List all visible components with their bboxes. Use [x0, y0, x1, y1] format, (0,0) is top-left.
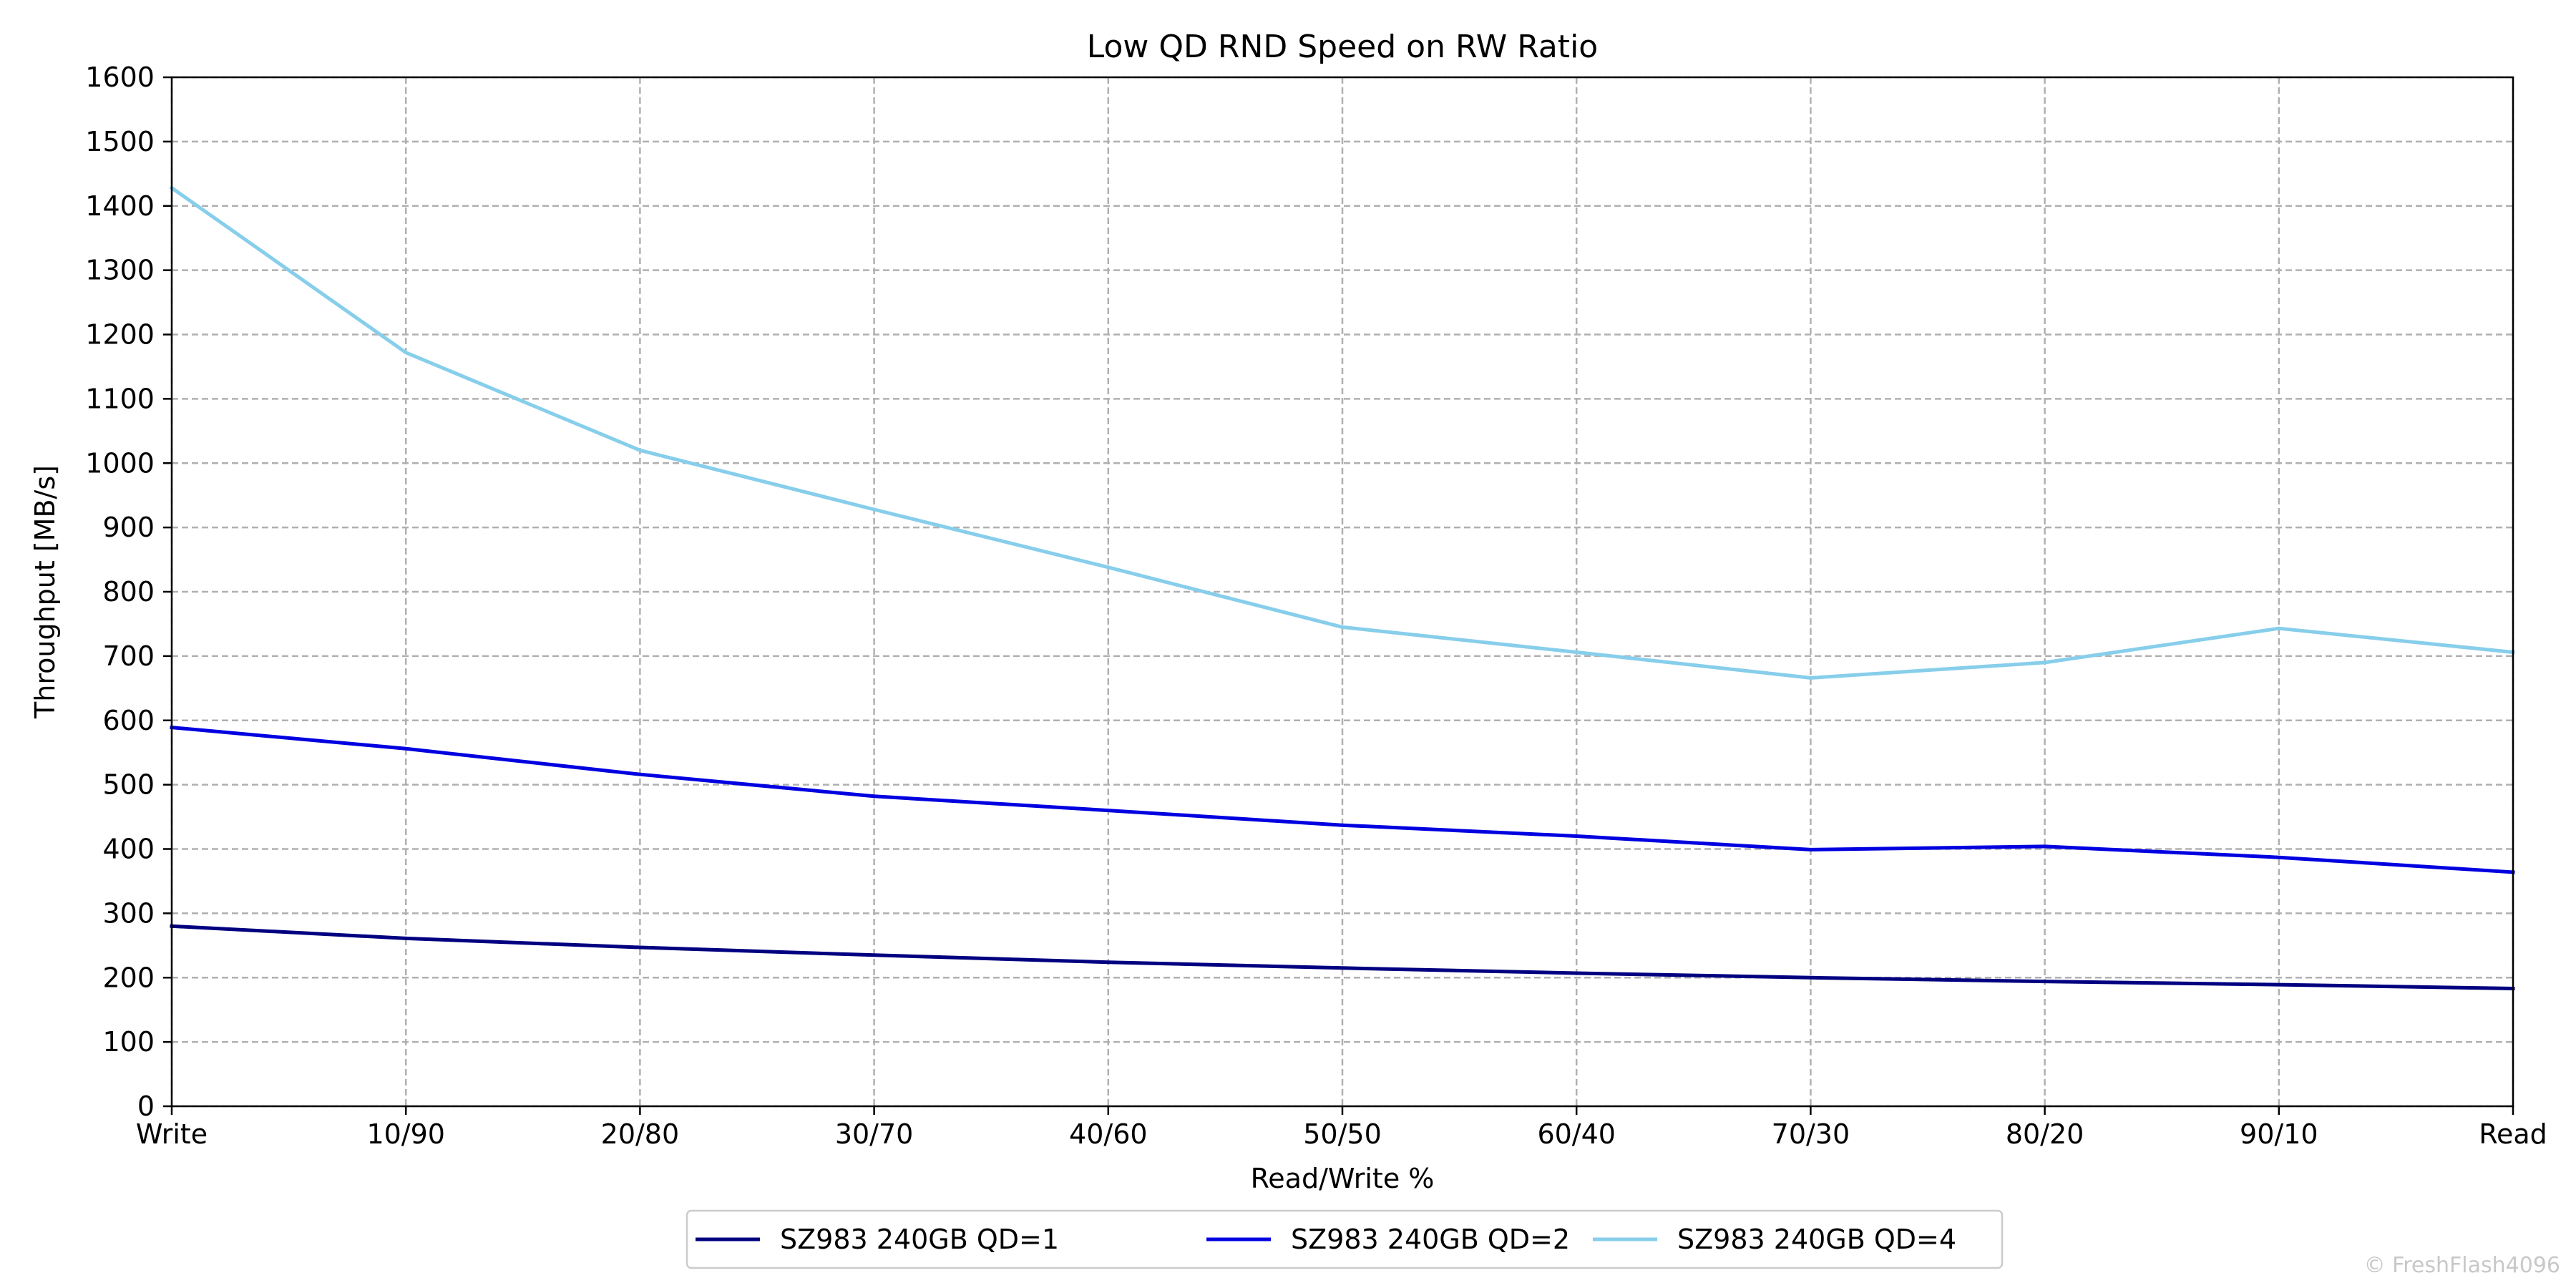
legend-box: [686, 1209, 2004, 1269]
y-tick-label: 1000: [85, 447, 155, 479]
y-axis-label: Throughput [MB/s]: [29, 465, 61, 719]
x-tick-label: 70/30: [1772, 1118, 1850, 1150]
y-tick-label: 500: [102, 769, 155, 801]
x-axis-ticks: Write 10/90 20/80 30/70 40/60 50/50 60/40 70/30…: [136, 1106, 2547, 1150]
x-tick-label: 80/20: [2006, 1118, 2084, 1150]
grid: [170, 76, 2514, 1108]
y-tick-label: 600: [102, 705, 155, 736]
series-line-qd1: [170, 924, 2515, 991]
x-tick-label: 50/50: [1303, 1118, 1382, 1150]
y-tick-label: 700: [102, 640, 155, 672]
legend-label: SZ983 240GB QD=2: [1291, 1224, 1570, 1255]
y-tick-label: 1600: [85, 62, 155, 93]
y-tick-label: 1500: [85, 126, 155, 157]
x-tick-label: 10/90: [366, 1118, 445, 1150]
y-tick-label: 1100: [85, 383, 155, 414]
y-axis-ticks: 0 100 200 300 400 500 600 700 800 900 1000 1100 1200…: [85, 62, 172, 1122]
legend: SZ983 240GB QD=1 SZ983 240GB QD=2 SZ983 24…: [686, 1209, 2004, 1269]
y-tick-label: 400: [102, 834, 155, 865]
x-tick-label: Read: [2479, 1118, 2547, 1150]
y-tick-label: 0: [137, 1091, 155, 1122]
y-tick-label: 1400: [85, 190, 155, 222]
legend-label: SZ983 240GB QD=4: [1677, 1224, 1956, 1255]
y-tick-label: 200: [102, 962, 155, 993]
x-tick-label: 40/60: [1069, 1118, 1148, 1150]
chart-title: Low QD RND Speed on RW Ratio: [1087, 29, 1598, 65]
legend-label: SZ983 240GB QD=1: [780, 1224, 1059, 1255]
y-tick-label: 900: [102, 512, 155, 543]
y-tick-label: 1200: [85, 319, 155, 351]
y-tick-label: 100: [102, 1026, 155, 1058]
y-tick-label: 1300: [85, 255, 155, 286]
watermark: © FreshFlash4096: [2363, 1253, 2560, 1278]
series-lines: [169, 185, 2515, 991]
series-line-qd2: [170, 725, 2515, 874]
x-axis-label: Read/Write %: [1251, 1163, 1435, 1194]
x-tick-label: 90/10: [2240, 1118, 2318, 1150]
y-tick-label: 800: [102, 576, 155, 608]
series-line-qd4: [169, 185, 2515, 680]
x-tick-label: 60/40: [1537, 1118, 1616, 1150]
x-tick-label: Write: [136, 1118, 208, 1150]
x-tick-label: 30/70: [835, 1118, 914, 1150]
y-tick-label: 300: [102, 897, 155, 929]
x-tick-label: 20/80: [601, 1118, 680, 1150]
